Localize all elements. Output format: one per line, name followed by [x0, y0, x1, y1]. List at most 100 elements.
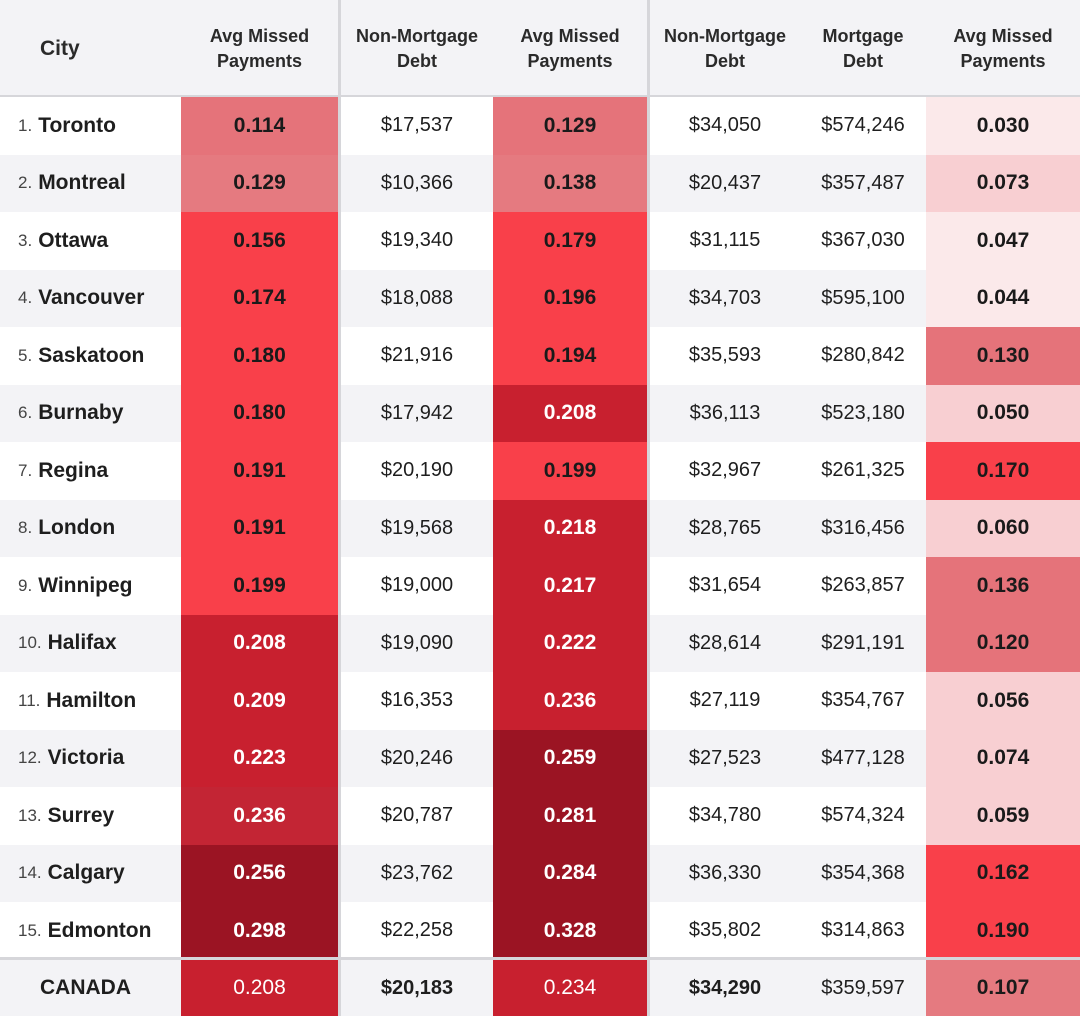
rank-label: 11.	[18, 690, 41, 710]
city-name: London	[38, 516, 116, 540]
city-name: Regina	[38, 458, 109, 482]
value-cell-nmd1: $23,762	[380, 861, 454, 884]
value-cell-nmd2: $34,703	[688, 286, 762, 309]
value-cell-md: $316,456	[821, 516, 905, 539]
city-name: Halifax	[47, 631, 117, 655]
heat-cell-amp1: 0.191	[181, 442, 338, 500]
rank-label: 1.	[18, 115, 33, 135]
header-line: Payments	[216, 50, 303, 71]
header-line: Debt	[843, 50, 883, 71]
city-cell: 11. Hamilton	[0, 672, 181, 730]
heat-cell-amp2: 0.236	[493, 672, 647, 730]
heat-cell-amp3: 0.073	[926, 154, 1080, 212]
total-value-cell-md: $359,597	[821, 976, 905, 999]
city-name: Burnaby	[38, 401, 124, 425]
header-line: Non-Mortgage	[356, 25, 478, 46]
header-line: Avg Missed	[209, 25, 310, 46]
city-name: Surrey	[47, 803, 115, 827]
heat-cell-amp2: 0.196	[493, 269, 647, 327]
rank-label: 8.	[18, 518, 33, 538]
heat-cell-amp3: 0.030	[926, 97, 1080, 155]
heat-cell-amp1: 0.114	[181, 97, 338, 155]
heat-cell-amp1: 0.129	[181, 154, 338, 212]
value-cell-nmd1: $19,568	[380, 516, 454, 539]
city-cell: 2. Montreal	[0, 155, 181, 213]
city-name: Hamilton	[46, 688, 137, 712]
value-cell-nmd1: $20,190	[380, 459, 454, 482]
value-cell-md: $477,128	[821, 746, 905, 769]
heat-cell-amp2: 0.217	[493, 557, 647, 615]
total-separator	[0, 957, 1080, 960]
city-cell: 12. Victoria	[0, 730, 181, 788]
rank-label: 4.	[18, 288, 33, 308]
heat-cell-amp3: 0.047	[926, 212, 1080, 270]
value-cell-nmd2: $36,330	[688, 861, 762, 884]
header-line: Mortgage	[822, 25, 904, 46]
value-cell-md: $523,180	[821, 401, 905, 424]
header-line: Non-Mortgage	[664, 25, 786, 46]
group-divider	[338, 0, 341, 1016]
rank-label: 14.	[18, 863, 42, 883]
city-name: Saskatoon	[38, 343, 145, 367]
value-cell-nmd1: $20,246	[380, 746, 454, 769]
heat-cell-amp1: 0.236	[181, 787, 338, 845]
heat-cell-amp1: 0.298	[181, 902, 338, 960]
value-cell-nmd1: $10,366	[380, 171, 454, 194]
value-cell-nmd1: $17,537	[380, 114, 454, 137]
city-cell: 4. Vancouver	[0, 270, 181, 328]
value-cell-md: $595,100	[821, 286, 905, 309]
heat-cell-amp1: 0.256	[181, 844, 338, 902]
value-cell-nmd1: $19,000	[380, 574, 454, 597]
rank-label: 12.	[18, 748, 42, 768]
value-cell-nmd2: $27,119	[689, 689, 761, 712]
header-line: Payments	[527, 50, 613, 71]
city-cell: 14. Calgary	[0, 845, 181, 903]
value-cell-md: $280,842	[821, 344, 905, 367]
value-cell-md: $574,246	[821, 114, 905, 137]
value-cell-nmd1: $21,916	[380, 344, 454, 367]
value-cell-md: $574,324	[821, 804, 905, 827]
value-cell-nmd1: $19,340	[380, 229, 454, 252]
header-avg-missed-3: Avg Missed Payments	[926, 0, 1080, 97]
heat-cell-amp2: 0.194	[493, 327, 647, 385]
heat-cell-amp2: 0.328	[493, 902, 647, 960]
value-cell-nmd2: $34,050	[688, 114, 762, 137]
heat-cell-amp1: 0.223	[181, 729, 338, 787]
city-name: Winnipeg	[38, 573, 133, 597]
rank-label: 7.	[18, 460, 33, 480]
heat-cell-amp1: 0.174	[181, 269, 338, 327]
header-avg-missed-2: Avg Missed Payments	[493, 0, 647, 97]
rank-label: 6.	[18, 403, 33, 423]
rank-label: 10.	[18, 633, 42, 653]
total-label: CANADA	[40, 976, 131, 999]
city-name: Vancouver	[38, 286, 145, 310]
city-cell: 1. Toronto	[0, 97, 181, 155]
heat-cell-amp2: 0.281	[493, 787, 647, 845]
value-cell-nmd1: $22,258	[380, 919, 454, 942]
header-city-label: City	[40, 37, 80, 60]
heat-cell-amp3: 0.130	[926, 327, 1080, 385]
value-cell-nmd1: $17,942	[380, 401, 454, 424]
city-cell: 5. Saskatoon	[0, 327, 181, 385]
city-cell: 3. Ottawa	[0, 212, 181, 270]
group-divider	[647, 0, 650, 1016]
city-cell: 10. Halifax	[0, 615, 181, 673]
city-name: Victoria	[47, 746, 125, 770]
city-name: Ottawa	[38, 228, 109, 252]
city-cell: 9. Winnipeg	[0, 557, 181, 615]
header-row	[0, 0, 1080, 97]
value-cell-md: $367,030	[821, 229, 905, 252]
heat-cell-amp2: 0.199	[493, 442, 647, 500]
total-value-cell-nmd1: $20,183	[380, 976, 454, 999]
heat-cell-amp2: 0.218	[493, 499, 647, 557]
total-heat-cell-amp2: 0.234	[493, 960, 647, 1016]
heat-cell-amp3: 0.059	[926, 787, 1080, 845]
header-non-mortgage-1: Non-Mortgage Debt	[341, 0, 493, 97]
value-cell-md: $357,487	[821, 171, 905, 194]
total-heat-cell-amp1: 0.208	[181, 960, 338, 1016]
header-line: Debt	[397, 50, 437, 71]
value-cell-md: $354,368	[821, 861, 905, 884]
value-cell-nmd2: $34,780	[688, 804, 762, 827]
city-cell: 15. Edmonton	[0, 902, 181, 960]
